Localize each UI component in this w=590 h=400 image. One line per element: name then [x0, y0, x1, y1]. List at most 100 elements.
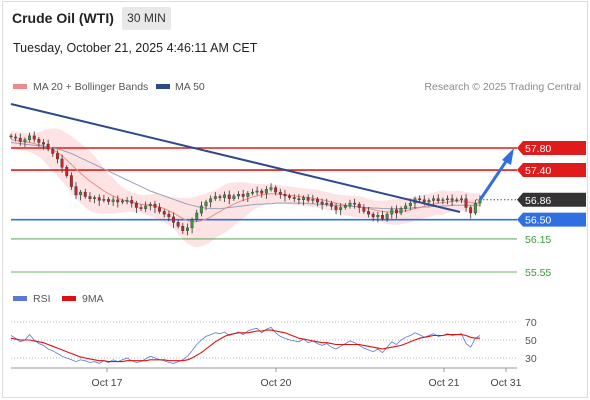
candle-body — [125, 200, 129, 202]
candle — [204, 199, 208, 211]
candle — [432, 195, 435, 206]
candle — [385, 211, 389, 222]
candle — [264, 186, 268, 199]
candle — [65, 165, 69, 178]
candle-body — [283, 194, 287, 197]
candle-body — [88, 196, 92, 199]
candle-body — [422, 199, 426, 203]
candle-body — [134, 202, 138, 208]
candle-body — [218, 196, 222, 198]
candle — [418, 195, 422, 203]
rsi-tick-label: 30 — [525, 353, 537, 365]
candle-body — [181, 226, 185, 231]
candle-body — [74, 186, 78, 196]
candle — [139, 204, 143, 211]
candle — [218, 194, 222, 201]
candle — [83, 188, 87, 199]
candle-body — [18, 137, 22, 142]
candle-body — [51, 148, 55, 154]
candle — [399, 206, 403, 216]
candle — [283, 189, 287, 202]
rsi-grid: 70 50 30 — [11, 317, 537, 365]
candle — [172, 212, 176, 228]
candle — [278, 188, 282, 199]
price-label-text: 56.86 — [525, 195, 551, 207]
candle — [241, 189, 245, 201]
timeframe-badge[interactable]: 30 MIN — [122, 7, 171, 30]
price-label-text: 57.80 — [525, 143, 551, 155]
candle-body — [450, 198, 454, 201]
candle-body — [408, 202, 412, 207]
candle-body — [102, 199, 106, 201]
candle — [371, 211, 375, 222]
candle-body — [395, 209, 398, 214]
candle-body — [473, 202, 477, 214]
candle — [441, 197, 445, 205]
candle-body — [9, 135, 13, 138]
candle-body — [464, 198, 468, 208]
candle-body — [111, 199, 115, 202]
rsi-legend-swatch — [13, 296, 27, 301]
candle — [9, 133, 13, 140]
candle-body — [292, 197, 296, 199]
candle — [88, 192, 92, 203]
rsi-tick-label: 50 — [525, 335, 537, 347]
price-label-box — [517, 192, 586, 207]
candle — [111, 196, 115, 206]
legend-swatch-ma20 — [13, 84, 27, 89]
candle — [199, 201, 203, 217]
candle-body — [325, 202, 329, 205]
candle-body — [250, 191, 254, 194]
candle-body — [130, 200, 134, 204]
candle — [18, 133, 22, 146]
candle-body — [167, 213, 171, 218]
candle-body — [23, 139, 27, 142]
candle — [269, 183, 273, 192]
candle-body — [339, 207, 343, 210]
projection-arrow-shaft — [478, 159, 509, 201]
candle-body — [120, 200, 124, 203]
price-label-text: 57.40 — [525, 165, 551, 177]
candle — [209, 195, 213, 208]
candle — [46, 139, 50, 152]
x-axis: Oct 17 Oct 20 Oct 21 Oct 31 — [92, 368, 522, 389]
candle — [134, 200, 138, 214]
candle — [237, 190, 241, 200]
candle-body — [385, 213, 389, 219]
candle-body — [69, 175, 73, 187]
candle-body — [176, 222, 180, 227]
candle — [334, 203, 338, 215]
candle-body — [37, 138, 41, 143]
candle — [367, 206, 370, 218]
candle — [325, 198, 329, 207]
candle-body — [97, 197, 101, 201]
x-tick-label: Oct 31 — [491, 377, 522, 389]
candle — [120, 198, 124, 205]
candle-body — [306, 197, 310, 201]
candle — [306, 194, 310, 203]
rsi-legend-label: RSI — [33, 293, 51, 305]
candle-body — [204, 201, 208, 207]
candle — [381, 210, 384, 221]
candle — [390, 206, 394, 219]
candle-body — [376, 214, 380, 218]
candle-body — [107, 199, 111, 202]
candle — [357, 202, 361, 214]
candle — [436, 194, 440, 204]
candle-body — [237, 194, 241, 197]
candle — [362, 204, 366, 214]
candle — [343, 203, 347, 210]
candle-body — [418, 198, 422, 200]
candle — [274, 185, 278, 196]
candle-body — [311, 199, 315, 201]
x-tick-label: Oct 21 — [429, 377, 460, 389]
candle — [227, 190, 231, 205]
candle-body — [297, 198, 301, 200]
candle — [329, 200, 333, 210]
candle — [223, 191, 227, 203]
candle — [292, 194, 296, 203]
price-label-box — [517, 141, 586, 155]
candle — [116, 195, 120, 208]
price-levels — [11, 147, 517, 273]
price-label-last_price-2: 56.86 — [517, 192, 586, 207]
